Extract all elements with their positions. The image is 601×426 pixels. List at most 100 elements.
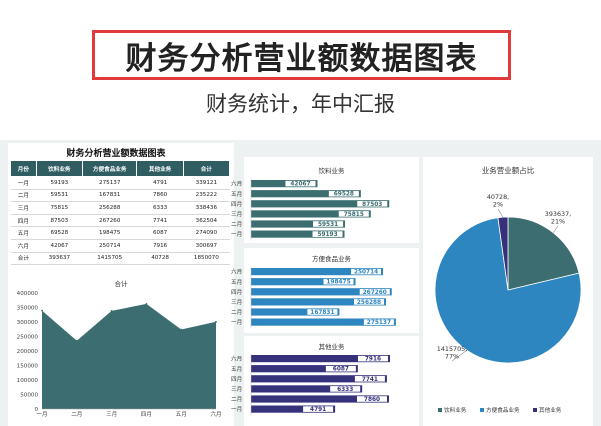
pie-legend-label: 饮料业务 xyxy=(444,406,467,414)
table-cell: 250714 xyxy=(82,239,137,253)
area-x-tick-label: 二月 xyxy=(71,411,82,418)
drinks-bar-value-label: 69528 xyxy=(334,192,354,198)
other-bar-value-label: 7741 xyxy=(362,377,378,383)
area-y-tick-label: 200000 xyxy=(17,349,39,355)
subtitle: 财务统计，年中汇报 xyxy=(206,92,395,116)
food-bar-value-label: 256288 xyxy=(357,300,381,306)
area-y-tick-label: 0 xyxy=(34,407,38,413)
table-row: 三月 75815 256288 6333 338436 xyxy=(10,201,230,215)
table-cell: 二月 xyxy=(10,189,37,203)
food-bar-value-label: 267260 xyxy=(363,290,387,296)
food-bar xyxy=(251,318,396,326)
area-y-tick-label: 50000 xyxy=(20,393,38,399)
data-table: 月份 饮料业务 方便食品业务 其他业务 合计 一月 59193 275137 4791… xyxy=(10,160,231,266)
other-bar xyxy=(251,385,363,393)
area-data-point xyxy=(75,339,78,342)
other-bar-value-label: 6087 xyxy=(333,367,349,373)
pie-slice-label: 393637, xyxy=(545,210,571,218)
drinks-bar-value-box xyxy=(313,221,344,227)
food-bar xyxy=(251,278,356,286)
pie-slice-label: 1415705, xyxy=(437,345,468,353)
drinks-bar-category-label: 四月 xyxy=(231,201,242,208)
other-bar xyxy=(251,405,336,413)
table-row: 一月 59193 275137 4791 339121 xyxy=(10,176,230,190)
food-bar-category-label: 六月 xyxy=(231,268,242,276)
table-cell: 1850070 xyxy=(183,252,230,266)
table-row: 四月 87503 267260 7741 362504 xyxy=(10,214,230,228)
food-chart-title: 方便食品业务 xyxy=(312,255,351,263)
table-cell: 7741 xyxy=(136,214,184,228)
col-header-other: 其他业务 xyxy=(136,160,184,177)
area-x-tick-label: 五月 xyxy=(176,411,187,418)
table-cell: 四月 xyxy=(10,214,37,228)
pie-legend-label: 方便食品业务 xyxy=(486,406,520,414)
drinks-bar xyxy=(251,200,390,208)
food-bar-category-label: 二月 xyxy=(231,309,242,316)
col-header-total: 合计 xyxy=(182,160,231,177)
pie-chart-title: 业务营业额占比 xyxy=(481,166,535,175)
other-bar-value-box xyxy=(356,396,387,402)
table-cell: 267260 xyxy=(82,214,137,228)
col-header-month: 月份 xyxy=(10,160,37,177)
pie-leader-line xyxy=(553,225,559,233)
food-bar-category-label: 四月 xyxy=(231,289,242,296)
drinks-bar-value-label: 59531 xyxy=(318,222,338,228)
area-data-point xyxy=(145,302,148,305)
pie-legend-swatch xyxy=(533,408,537,412)
food-bar-value-label: 275137 xyxy=(367,320,391,326)
other-bar-value-box xyxy=(357,355,388,362)
main-title-box: 财务分析营业额数据图表 xyxy=(92,30,511,80)
other-bar xyxy=(251,365,358,373)
drinks-bar-category-label: 三月 xyxy=(231,211,242,218)
pie-legend-swatch xyxy=(480,408,484,412)
area-x-tick-label: 六月 xyxy=(210,410,221,418)
table-cell: 4791 xyxy=(136,176,184,190)
table-cell: 59193 xyxy=(36,176,83,190)
food-bar xyxy=(251,268,384,276)
table-row: 六月 42067 250714 7916 300697 xyxy=(10,239,230,253)
food-bar-category-label: 一月 xyxy=(231,319,242,326)
table-header-row: 月份 饮料业务 方便食品业务 其他业务 合计 xyxy=(10,160,231,177)
other-bar-category-label: 五月 xyxy=(231,366,242,373)
table-cell: 338436 xyxy=(183,201,230,215)
area-chart-title: 合计 xyxy=(114,280,128,288)
food-bar-value-label: 250714 xyxy=(354,270,378,276)
drinks-bar-value-box xyxy=(328,190,359,197)
area-y-tick-label: 400000 xyxy=(17,291,39,297)
other-bar-category-label: 二月 xyxy=(231,396,242,403)
table-cell: 7860 xyxy=(136,189,184,203)
drinks-bar-value-box xyxy=(312,231,343,237)
area-series-fill xyxy=(42,303,216,409)
table-cell: 42067 xyxy=(36,239,83,253)
main-title: 财务分析营业额数据图表 xyxy=(125,40,478,77)
table-cell: 40728 xyxy=(136,252,184,266)
table-cell: 7916 xyxy=(136,239,184,253)
other-bar-value-label: 4791 xyxy=(310,407,326,413)
other-bar-category-label: 一月 xyxy=(231,406,242,413)
table-cell: 87503 xyxy=(36,214,83,228)
table-cell: 362504 xyxy=(183,214,230,228)
table-cell: 300697 xyxy=(183,239,230,253)
table-cell: 五月 xyxy=(10,226,37,240)
food-bar-value-label: 198475 xyxy=(326,280,350,286)
col-header-food: 方便食品业务 xyxy=(81,160,138,177)
drinks-bar xyxy=(251,210,371,218)
other-bar-category-label: 六月 xyxy=(231,355,242,363)
card-drinks xyxy=(244,157,419,243)
table-total-row: 合计 393637 1415705 40728 1850070 xyxy=(10,252,230,266)
drinks-bar-value-label: 59193 xyxy=(317,232,337,238)
area-y-tick-label: 150000 xyxy=(17,364,39,370)
food-bar-value-box xyxy=(307,309,338,315)
other-bar-value-box xyxy=(330,386,361,392)
other-bar-value-box xyxy=(325,365,356,372)
table-cell: 274090 xyxy=(183,226,230,240)
food-bar-value-box xyxy=(323,278,354,285)
food-bar-category-label: 五月 xyxy=(231,279,242,286)
pie-legend-swatch xyxy=(438,408,442,412)
area-data-point xyxy=(180,328,183,331)
pie-leader-line xyxy=(451,350,467,362)
area-y-tick-label: 100000 xyxy=(17,378,39,384)
